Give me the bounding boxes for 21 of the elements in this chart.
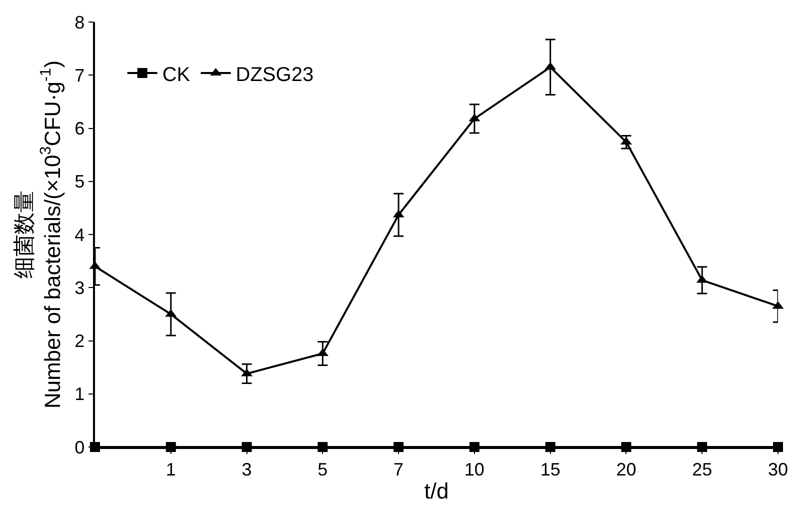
x-tick-label: 20 — [616, 459, 636, 480]
y-tick-label: 1 — [74, 384, 85, 404]
x-axis-title: t/d — [424, 478, 449, 504]
y-tick-label: 6 — [74, 118, 85, 139]
x-tick-label: 25 — [692, 459, 712, 480]
y-tick-label: 0 — [74, 437, 85, 458]
x-tick-label: 10 — [464, 459, 484, 480]
y-tick-label: 5 — [74, 172, 85, 192]
x-tick-label: 15 — [540, 459, 560, 480]
y-tick-label: 3 — [74, 278, 85, 298]
y-tick-label: 8 — [74, 12, 85, 32]
x-tick-label: 5 — [318, 459, 328, 480]
legend-label: CK — [162, 64, 191, 86]
x-tick-label: 3 — [242, 459, 252, 480]
x-tick-label: 7 — [394, 459, 404, 480]
y-tick-label: 4 — [74, 224, 85, 245]
x-tick-label: 30 — [768, 459, 788, 480]
y-tick-label: 7 — [74, 65, 85, 86]
x-tick-label: 1 — [166, 459, 176, 480]
legend-label: DZSG23 — [236, 64, 314, 86]
y-tick-label: 2 — [74, 331, 85, 352]
